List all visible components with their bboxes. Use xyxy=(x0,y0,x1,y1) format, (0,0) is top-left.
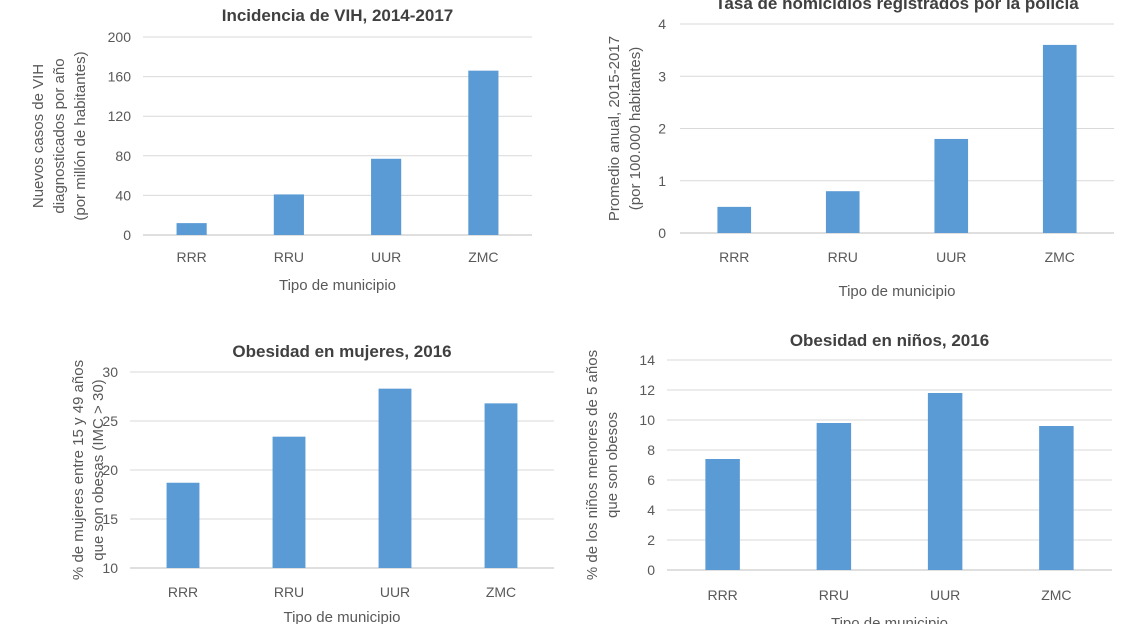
x-axis-label: Tipo de municipio xyxy=(838,283,955,300)
x-tick-label: UUR xyxy=(371,249,401,265)
bar xyxy=(272,436,306,568)
y-tick-label: 200 xyxy=(108,29,132,45)
x-axis-label: Tipo de municipio xyxy=(831,615,948,624)
y-tick-label: 2 xyxy=(658,121,666,137)
y-tick-label: 30 xyxy=(102,364,118,380)
chart-panel-3: 10 15 20 25 30 RRR RRU UUR ZMC Obesidad en mujere… xyxy=(70,342,554,624)
bar xyxy=(717,206,752,233)
x-tick-label: ZMC xyxy=(1045,249,1075,265)
y-tick-label: 12 xyxy=(639,382,655,398)
y-tick-label: 6 xyxy=(647,472,655,488)
y-tick-label: 8 xyxy=(647,442,655,458)
x-tick-label: RRR xyxy=(176,249,206,265)
y-axis-label: (por 100.000 habitantes) xyxy=(627,47,644,210)
y-tick-label: 1 xyxy=(658,173,666,189)
bar xyxy=(273,194,304,235)
y-axis-label: (por millón de habitantes) xyxy=(72,51,89,220)
chart-title: Incidencia de VIH, 2014-2017 xyxy=(222,6,454,25)
y-tick-label: 2 xyxy=(647,532,655,548)
x-axis-label: Tipo de municipio xyxy=(283,609,400,624)
chart-title: Tasa de homicidios registrados por la po… xyxy=(715,0,1079,13)
x-tick-label: ZMC xyxy=(1041,587,1071,603)
y-tick-label: 15 xyxy=(102,511,118,527)
bar xyxy=(484,403,518,568)
y-axis-label: % de los niños menores de 5 años xyxy=(584,350,601,580)
y-tick-label: 80 xyxy=(115,148,131,164)
x-tick-label: ZMC xyxy=(468,249,498,265)
bar xyxy=(1042,44,1077,234)
x-tick-label: RRR xyxy=(719,249,749,265)
y-tick-label: 120 xyxy=(108,108,132,124)
chart-panel-1: 0 40 80 120 160 200 RRR RRU UUR ZMC Incidencia de … xyxy=(30,6,532,294)
y-tick-label: 10 xyxy=(102,560,118,576)
y-axis-label: Promedio anual, 2015-2017 xyxy=(606,36,623,221)
y-axis-label: diagnosticados por año xyxy=(51,58,68,213)
x-tick-label: UUR xyxy=(380,584,410,600)
chart-title: Obesidad en mujeres, 2016 xyxy=(232,342,451,361)
bar xyxy=(816,423,852,570)
y-axis-label: que son obesos xyxy=(604,412,621,518)
y-tick-label: 0 xyxy=(658,225,666,241)
y-tick-label: 40 xyxy=(115,187,131,203)
chart-panel-4: 0 2 4 6 8 10 12 14 RRR RRU UUR ZMC Obesidad en niños… xyxy=(584,331,1112,624)
y-tick-label: 14 xyxy=(639,352,655,368)
bar xyxy=(166,482,200,568)
y-axis-label: % de mujeres entre 15 y 49 años xyxy=(70,360,87,580)
x-tick-label: RRR xyxy=(168,584,198,600)
y-tick-label: 25 xyxy=(102,413,118,429)
y-tick-label: 4 xyxy=(647,502,655,518)
y-tick-label: 4 xyxy=(658,16,666,32)
x-axis-label: Tipo de municipio xyxy=(279,277,396,294)
chart-panel-2: 0 1 2 3 4 RRR RRU UUR ZMC Tasa de homicidios regi… xyxy=(606,0,1114,300)
x-tick-label: UUR xyxy=(936,249,966,265)
y-tick-label: 0 xyxy=(123,227,131,243)
x-tick-label: RRU xyxy=(274,584,304,600)
y-axis-label: que son obesas (IMC > 30) xyxy=(90,379,107,560)
bar xyxy=(934,138,969,233)
y-tick-label: 20 xyxy=(102,462,118,478)
bar xyxy=(371,158,402,235)
y-tick-label: 10 xyxy=(639,412,655,428)
x-tick-label: RRU xyxy=(274,249,304,265)
bar xyxy=(1039,426,1074,570)
bar xyxy=(705,459,740,570)
y-tick-label: 0 xyxy=(647,562,655,578)
bar xyxy=(825,191,860,233)
y-axis-label: Nuevos casos de VIH xyxy=(30,64,47,208)
bar xyxy=(468,70,499,235)
bar xyxy=(378,388,412,568)
x-tick-label: ZMC xyxy=(486,584,516,600)
bar xyxy=(927,393,963,570)
y-tick-label: 3 xyxy=(658,68,666,84)
y-tick-label: 160 xyxy=(108,69,132,85)
bar xyxy=(176,223,207,235)
x-tick-label: UUR xyxy=(930,587,960,603)
x-tick-label: RRR xyxy=(707,587,737,603)
x-tick-label: RRU xyxy=(819,587,849,603)
chart-title: Obesidad en niños, 2016 xyxy=(790,331,989,350)
x-tick-label: RRU xyxy=(828,249,858,265)
